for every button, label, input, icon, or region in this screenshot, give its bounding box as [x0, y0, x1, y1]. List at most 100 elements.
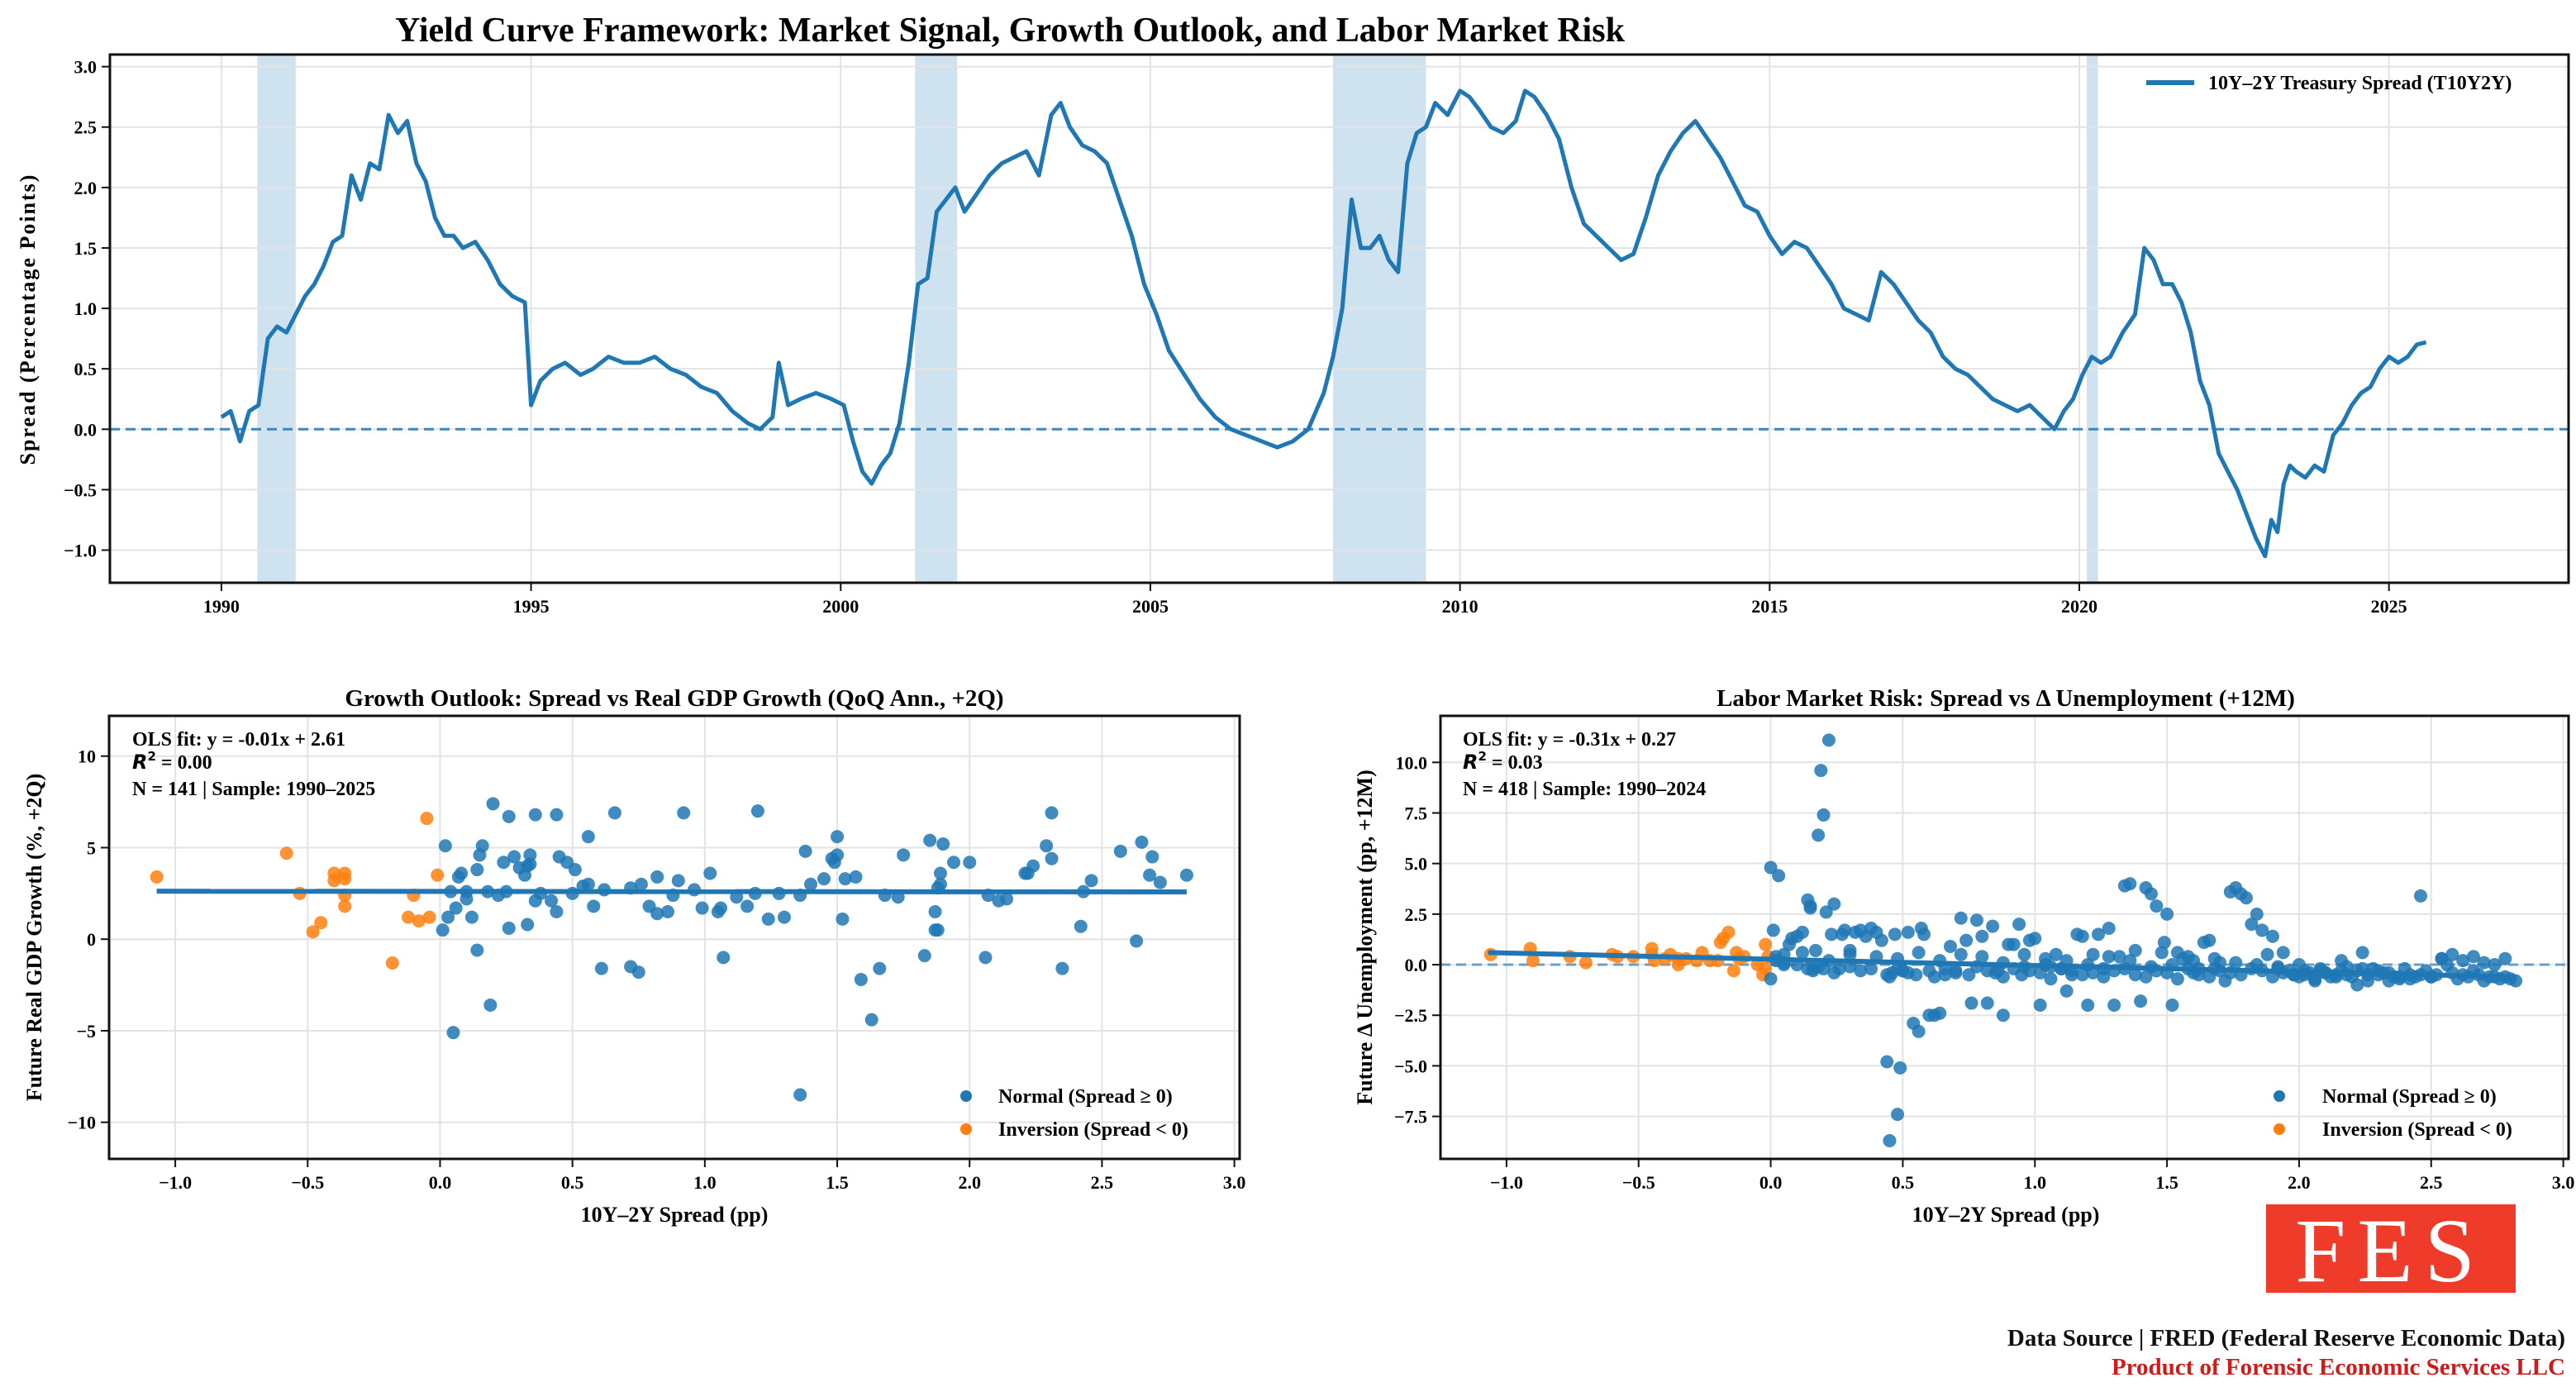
normal-point [793, 1088, 807, 1102]
r2-exponent: 2 [147, 749, 155, 764]
normal-point [2086, 947, 2100, 961]
normal-point [1996, 1008, 2010, 1023]
normal-point [2160, 907, 2174, 921]
normal-point [936, 837, 950, 851]
normal-point [1764, 860, 1778, 875]
normal-point [1891, 1108, 1905, 1122]
normal-point [1864, 961, 1878, 975]
normal-point [2229, 956, 2243, 970]
normal-point [1145, 850, 1159, 864]
normal-point [931, 923, 945, 937]
normal-point [1883, 970, 1897, 984]
y-tick-label: −1.0 [64, 541, 97, 561]
normal-point [928, 904, 942, 918]
normal-point [2097, 970, 2111, 984]
labor-marks [1440, 0, 2569, 1159]
normal-point [2477, 956, 2491, 970]
normal-point [581, 830, 595, 844]
fes-logo: FES [2266, 1200, 2516, 1301]
normal-point [677, 806, 691, 820]
normal-point [1843, 943, 1857, 957]
normal-point [2488, 958, 2502, 972]
normal-point [1795, 925, 1809, 939]
normal-point [2504, 0, 2517, 7]
normal-point [838, 872, 852, 886]
labor-xlabel: 10Y–2Y Spread (pp) [1912, 1203, 2100, 1227]
x-tick-label: −0.5 [291, 1172, 324, 1193]
normal-point [2308, 972, 2322, 986]
y-tick-label: 0.0 [74, 419, 98, 440]
normal-point [1954, 911, 1968, 925]
normal-point [470, 943, 484, 957]
normal-point [446, 1026, 460, 1040]
x-tick-label: 2.0 [958, 1172, 981, 1193]
normal-point [1074, 919, 1088, 933]
normal-point [1817, 808, 1831, 822]
x-tick-label: 1990 [203, 596, 240, 617]
r2-value: = 0.03 [1487, 752, 1543, 774]
normal-point [1803, 901, 1817, 915]
normal-point [2044, 972, 2058, 986]
x-tick-label: 1.5 [826, 1172, 849, 1193]
normal-point [1045, 851, 1059, 865]
normal-point [1901, 925, 1915, 939]
normal-point [1795, 946, 1809, 960]
normal-point [483, 998, 498, 1012]
normal-point [703, 866, 717, 880]
recession-band [915, 55, 958, 583]
normal-point [2292, 958, 2306, 972]
y-tick-label: 3.0 [74, 57, 98, 78]
brand-credit-text: Product of Forensic Economic Services LL… [2112, 1354, 2565, 1380]
normal-point [803, 877, 817, 891]
timeseries-ylabel: Spread (Percentage Points) [16, 174, 40, 465]
r2-exponent: 2 [1478, 749, 1486, 764]
inversion-point [412, 914, 426, 928]
normal-point [849, 870, 863, 884]
normal-point [761, 912, 775, 926]
normal-point [2102, 950, 2116, 964]
inversion-point [338, 899, 352, 913]
normal-point [2456, 954, 2470, 968]
labor-annotation: OLS fit: y = -0.31x + 0.27 R2 = 0.03 N =… [1463, 729, 1706, 800]
growth-annotation: OLS fit: y = -0.01x + 2.61 R2 = 0.00 N =… [132, 729, 375, 800]
normal-point [486, 797, 500, 811]
spread-line [220, 88, 2427, 559]
normal-point [2091, 927, 2105, 942]
inversion-point [338, 866, 352, 880]
normal-point [441, 910, 455, 924]
axes-frame [1439, 714, 2570, 1161]
growth-xlabel: 10Y–2Y Spread (pp) [581, 1203, 769, 1227]
normal-point [2466, 950, 2480, 964]
legend-marker-inversion [960, 1123, 972, 1135]
x-tick-label: 1995 [513, 596, 550, 617]
normal-point [1179, 868, 1193, 882]
normal-point [594, 961, 608, 975]
normal-point [470, 863, 484, 877]
inversion-point [327, 866, 341, 880]
normal-point [2398, 0, 2412, 7]
normal-point [475, 839, 489, 853]
y-tick-label: −10 [67, 1113, 96, 1133]
data-source-text: Data Source | FRED (Federal Reserve Econ… [2007, 1325, 2565, 1351]
inversion-point [420, 812, 434, 826]
legend-marker-normal [960, 1090, 972, 1102]
r2-symbol: R [1463, 751, 1478, 774]
normal-point [2123, 954, 2137, 968]
normal-point [1819, 905, 1833, 919]
normal-point [1962, 968, 1976, 982]
recession-band [1333, 55, 1426, 583]
x-tick-label: 2.5 [1091, 1172, 1114, 1193]
normal-point [1912, 1024, 1926, 1038]
legend-marker-normal [2274, 1090, 2285, 1102]
growth-marks [109, 716, 1240, 1159]
legend-label-normal: Normal (Spread ≥ 0) [2322, 1086, 2497, 1108]
labor-plot-area: −1.0 −0.5 0.0 0.5 1.0 1.5 2.0 2.5 3.0 −7.5 −5.0 −2.… [1394, 0, 2574, 1193]
x-tick-label: 2010 [1442, 596, 1478, 617]
normal-point [1764, 972, 1778, 986]
normal-point [2033, 965, 2047, 980]
normal-point [2187, 954, 2201, 968]
normal-point [512, 860, 526, 875]
normal-point [2155, 946, 2169, 960]
normal-point [438, 839, 452, 853]
growth-sample-text: N = 141 | Sample: 1990–2025 [132, 779, 375, 800]
